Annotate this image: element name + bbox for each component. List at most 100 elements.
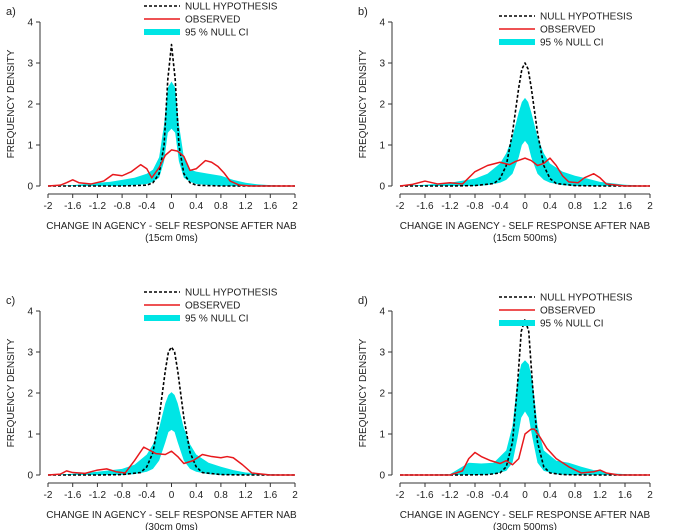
y-tick-label: 4 xyxy=(27,307,33,318)
y-tick-label: 0 xyxy=(379,182,385,193)
y-tick-label: 4 xyxy=(27,18,33,29)
x-tick-label: -2 xyxy=(396,201,405,212)
panel-1: a) -2 -1.6 -1.2 -0.8 -0.4 0 0.4 0.8 1.2 1.6 2 0 1 2 3 4 C… xyxy=(6,2,298,245)
x-tick-label: -1.2 xyxy=(441,490,459,501)
y-tick-label: 1 xyxy=(379,430,385,441)
x-tick-label: -0.4 xyxy=(138,201,156,212)
y-tick-label: 4 xyxy=(379,307,385,318)
x-tick-label: -1.2 xyxy=(89,201,107,212)
panel-label: a) xyxy=(6,6,16,18)
x-axis-sublabel: (15cm 500ms) xyxy=(493,233,557,244)
x-tick-label: 2 xyxy=(647,490,653,501)
x-axis-label: CHANGE IN AGENCY - SELF RESPONSE AFTER N… xyxy=(46,510,297,521)
x-axis-sublabel: (30cm 0ms) xyxy=(145,522,198,530)
legend-label: NULL HYPOTHESIS xyxy=(540,293,633,304)
panel-2: b) -2 -1.6 -1.2 -0.8 -0.4 0 0.4 0.8 1.2 1.6 2 0 1 2 3 4 C… xyxy=(358,6,653,244)
x-tick-label: -0.8 xyxy=(466,201,484,212)
panel-3: c) -2 -1.6 -1.2 -0.8 -0.4 0 0.4 0.8 1.2 1.6 2 0 1 2 3 4 C… xyxy=(6,288,298,530)
x-tick-label: 0.4 xyxy=(543,201,557,212)
x-tick-label: 0.8 xyxy=(214,201,228,212)
legend-label: OBSERVED xyxy=(540,306,595,317)
legend-swatch-ci xyxy=(144,315,180,321)
y-tick-label: 3 xyxy=(27,59,33,70)
x-tick-label: 0 xyxy=(522,490,528,501)
legend-label: OBSERVED xyxy=(540,25,595,36)
y-tick-label: 0 xyxy=(27,182,33,193)
legend-label: NULL HYPOTHESIS xyxy=(540,12,633,23)
x-tick-label: -1.2 xyxy=(441,201,459,212)
x-tick-label: -2 xyxy=(44,201,53,212)
ci-band xyxy=(48,81,295,186)
observed-line xyxy=(400,428,650,476)
x-tick-label: 2 xyxy=(292,490,298,501)
y-tick-label: 3 xyxy=(27,348,33,359)
x-tick-label: 1.6 xyxy=(263,490,277,501)
observed-line xyxy=(47,446,295,476)
x-tick-label: 2 xyxy=(292,201,298,212)
x-axis-label: CHANGE IN AGENCY - SELF RESPONSE AFTER N… xyxy=(400,510,651,521)
legend: NULL HYPOTHESIS OBSERVED 95 % NULL CI xyxy=(499,12,633,49)
null-hypothesis-line xyxy=(400,318,650,476)
ci-band xyxy=(400,97,650,186)
legend-label: OBSERVED xyxy=(185,15,240,26)
y-tick-label: 1 xyxy=(27,141,33,152)
legend: NULL HYPOTHESIS OBSERVED 95 % NULL CI xyxy=(144,288,278,325)
ci-band xyxy=(48,392,295,475)
x-tick-label: -2 xyxy=(396,490,405,501)
x-tick-label: 1.2 xyxy=(593,201,607,212)
y-tick-label: 3 xyxy=(379,348,385,359)
x-axis-label: CHANGE IN AGENCY - SELF RESPONSE AFTER N… xyxy=(46,221,297,232)
x-tick-label: -1.6 xyxy=(64,490,82,501)
panel-label: d) xyxy=(358,295,368,307)
y-tick-label: 1 xyxy=(379,141,385,152)
y-axis-label: FREQUENCY DENSITY xyxy=(358,49,369,158)
x-tick-label: 0 xyxy=(522,201,528,212)
x-axis-label: CHANGE IN AGENCY - SELF RESPONSE AFTER N… xyxy=(400,221,651,232)
y-axis-label: FREQUENCY DENSITY xyxy=(6,49,17,158)
x-tick-label: 1.2 xyxy=(239,201,253,212)
x-tick-label: 1.6 xyxy=(618,201,632,212)
x-tick-label: -0.4 xyxy=(491,201,509,212)
x-tick-label: 1.2 xyxy=(593,490,607,501)
x-tick-label: -2 xyxy=(44,490,53,501)
legend-label: OBSERVED xyxy=(185,301,240,312)
x-tick-label: -1.6 xyxy=(416,201,434,212)
y-axis-label: FREQUENCY DENSITY xyxy=(6,338,17,447)
observed-line xyxy=(47,149,295,187)
null-hypothesis-line xyxy=(400,62,650,187)
panel-label: c) xyxy=(6,295,15,307)
null-hypothesis-line xyxy=(48,43,295,187)
x-tick-label: 0.8 xyxy=(568,490,582,501)
x-tick-label: 0.4 xyxy=(189,490,203,501)
legend-swatch-ci xyxy=(499,39,535,45)
legend-label: NULL HYPOTHESIS xyxy=(185,288,278,299)
x-tick-label: 2 xyxy=(647,201,653,212)
legend-swatch-ci xyxy=(144,29,180,35)
y-tick-label: 2 xyxy=(27,389,33,400)
y-tick-label: 2 xyxy=(27,100,33,111)
legend-label: 95 % NULL CI xyxy=(540,319,604,330)
x-tick-label: 0.4 xyxy=(189,201,203,212)
x-tick-label: -0.4 xyxy=(138,490,156,501)
x-tick-label: -0.4 xyxy=(491,490,509,501)
x-axis-sublabel: (15cm 0ms) xyxy=(145,233,198,244)
legend: NULL HYPOTHESIS OBSERVED 95 % NULL CI xyxy=(499,293,633,330)
x-tick-label: 0.8 xyxy=(568,201,582,212)
legend-label: NULL HYPOTHESIS xyxy=(185,2,278,13)
x-tick-label: 1.6 xyxy=(263,201,277,212)
x-tick-label: -1.2 xyxy=(89,490,107,501)
x-tick-label: -1.6 xyxy=(64,201,82,212)
ci-band xyxy=(400,360,650,475)
x-tick-label: 1.6 xyxy=(618,490,632,501)
x-tick-label: 0 xyxy=(169,201,175,212)
legend-label: 95 % NULL CI xyxy=(185,28,249,39)
x-tick-label: -0.8 xyxy=(466,490,484,501)
x-tick-label: 0 xyxy=(169,490,175,501)
legend: NULL HYPOTHESIS OBSERVED 95 % NULL CI xyxy=(144,2,278,39)
x-tick-label: -0.8 xyxy=(113,490,131,501)
x-tick-label: 1.2 xyxy=(239,490,253,501)
x-tick-label: 0.8 xyxy=(214,490,228,501)
panel-label: b) xyxy=(358,6,368,18)
y-tick-label: 0 xyxy=(379,471,385,482)
